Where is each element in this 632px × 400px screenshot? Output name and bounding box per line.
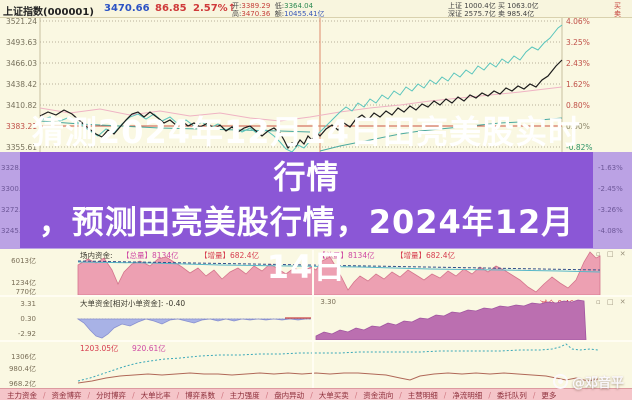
market-stats-row1: 上证 1000.4亿 买 1063.0亿 bbox=[448, 2, 539, 10]
overlay-banner: 3328.00 3300.40 3272.79 3245.19 -1.63% -… bbox=[0, 113, 632, 286]
inflow-cyan-dashed bbox=[77, 343, 599, 382]
panel-a-title: 场内资金: bbox=[80, 251, 113, 260]
y-axis-label: 3410.82 bbox=[5, 101, 37, 110]
banner-title-line1: 猜测2024年12月14日田亮美股实时行情 bbox=[31, 113, 582, 196]
ghost-axis-label: 3300.40 bbox=[1, 185, 30, 193]
prev-close-label: 3383.21 bbox=[5, 122, 37, 131]
ghost-pct-label: -2.45% bbox=[598, 185, 623, 193]
funds-area bbox=[77, 251, 601, 296]
index-price: 3470.66 bbox=[104, 3, 150, 14]
tab-indicator[interactable]: 委托队列 bbox=[494, 390, 539, 400]
inflow-brown-line bbox=[77, 372, 599, 384]
ghost-pct-label: -4.08% bbox=[598, 227, 623, 235]
pct-axis-label: 3.25% bbox=[566, 38, 590, 47]
tab-indicator[interactable]: 资金博弈 bbox=[49, 390, 94, 400]
window-controls[interactable]: ▫ □ ✕ bbox=[596, 298, 628, 306]
pct-axis-label: 1.62% bbox=[566, 80, 590, 89]
banner-text-box: 猜测2024年12月14日田亮美股实时行情 ，预测田亮美股行情，2024年12月… bbox=[20, 113, 593, 286]
panel-b-axis-label: 3.31 bbox=[20, 300, 36, 308]
pct-axis-label: 0.80% bbox=[566, 101, 590, 110]
panel-b-axis-label: 0.30 bbox=[20, 315, 36, 323]
y-axis-label: 3466.03 bbox=[5, 59, 37, 68]
ghost-axis-label: 3328.00 bbox=[1, 164, 30, 172]
tab-indicator[interactable]: 主力资金 bbox=[4, 390, 49, 400]
tab-indicator[interactable]: 主营明细 bbox=[405, 390, 450, 400]
panel-a-total: 【总量】8134亿 bbox=[122, 251, 179, 260]
tab-indicator[interactable]: 更多 bbox=[541, 390, 557, 400]
panel-a-axis-label: 770亿 bbox=[15, 288, 36, 296]
panel-b-right-axis-top: 3.30 bbox=[320, 298, 336, 306]
tab-indicator[interactable]: 盘内异动 bbox=[271, 390, 316, 400]
ghost-pct-label: -1.63% bbox=[598, 164, 623, 172]
panel-a-right-delta: 【增量】682.4亿 bbox=[396, 251, 455, 260]
y-axis-label: 3493.63 bbox=[5, 38, 37, 47]
panel-c-axis-label: 968.2亿 bbox=[8, 380, 36, 388]
panel-c-value2: 920.61亿 bbox=[132, 344, 166, 353]
tab-indicator[interactable]: 博弈系数 bbox=[182, 390, 227, 400]
tab-indicator[interactable]: 净流明细 bbox=[449, 390, 494, 400]
banner-title-line2: ，预测田亮美股行情，2024年12月14日 bbox=[38, 203, 575, 286]
high-amount-row: 高:3470.36 额:10455.41亿 bbox=[232, 10, 325, 18]
window-divider bbox=[312, 250, 314, 388]
teal-avg-line bbox=[39, 120, 311, 133]
open-low-row: 开:3389.29 低:3364.04 bbox=[232, 2, 314, 10]
pct-axis-label: 0.00% bbox=[566, 122, 590, 131]
weibo-icon bbox=[552, 374, 568, 389]
panel-b-axis-label: -2.92 bbox=[17, 330, 36, 338]
funds-navy-dashed bbox=[77, 260, 601, 271]
panel-a-delta: 【增量】682.4亿 bbox=[200, 251, 259, 260]
panel-a-axis-label: 6013亿 bbox=[11, 257, 36, 265]
position-area bbox=[315, 299, 587, 341]
tab-indicator[interactable]: 大单比率 bbox=[138, 390, 183, 400]
panel-b-title: 大单资金[相对小单资金]: -0.40 bbox=[80, 299, 186, 308]
panel-c-axis-label: 1306亿 bbox=[11, 353, 36, 361]
panel-a-axis-label: 1234亿 bbox=[11, 279, 36, 287]
window-controls[interactable]: ▫ □ ✕ bbox=[596, 250, 628, 258]
index-name: 上证指数(000001) bbox=[3, 7, 94, 18]
y-axis-label: 3521.24 bbox=[5, 17, 37, 26]
ghost-pct-label: -3.26% bbox=[598, 206, 623, 214]
quote-header: 上证指数(000001) 3470.66 86.85 2.57%↑ 开:3389… bbox=[0, 0, 632, 18]
index-price-line bbox=[39, 59, 563, 150]
panel-c-axis-label: 980.4亿 bbox=[8, 365, 36, 373]
pct-axis-label: 4.06% bbox=[566, 17, 590, 26]
tab-indicator[interactable]: 资金流向 bbox=[360, 390, 405, 400]
market-stats-row2: 深证 2575.7亿 卖 985.4亿 bbox=[448, 10, 535, 18]
buy-label: 买 bbox=[614, 2, 621, 10]
teal-rise-line bbox=[319, 117, 563, 152]
y-axis-label: 3438.42 bbox=[5, 80, 37, 89]
index-change-pct: 2.57%↑ bbox=[193, 3, 237, 14]
sell-label: 卖 bbox=[614, 10, 621, 18]
teal-series-line bbox=[39, 24, 563, 153]
watermark: @邓音平 bbox=[552, 372, 624, 391]
tab-indicator[interactable]: 分时博弈 bbox=[93, 390, 138, 400]
index-change: 86.85 bbox=[155, 3, 187, 14]
pct-axis-label: -0.82% bbox=[566, 143, 593, 152]
ghost-axis-label: 3245.19 bbox=[1, 227, 30, 235]
bigorder-area bbox=[76, 318, 311, 339]
ghost-axis-label: 3272.79 bbox=[1, 206, 30, 214]
panel-c-value1: 1203.05亿 bbox=[80, 344, 119, 353]
y-axis-label: 3355.61 bbox=[5, 143, 37, 152]
pct-axis-label: 2.43% bbox=[566, 59, 590, 68]
watermark-handle: @邓音平 bbox=[571, 376, 624, 391]
indicator-tab-bar: 主力资金 资金博弈 分时博弈 大单比率 博弈系数 主力强度 盘内异动 大单买卖 … bbox=[0, 388, 632, 400]
funds-cyan-line bbox=[77, 261, 601, 273]
panel-a-right-total: 【总量】8134亿 bbox=[318, 251, 375, 260]
tab-indicator[interactable]: 大单买卖 bbox=[316, 390, 361, 400]
tab-indicator[interactable]: 主力强度 bbox=[227, 390, 272, 400]
